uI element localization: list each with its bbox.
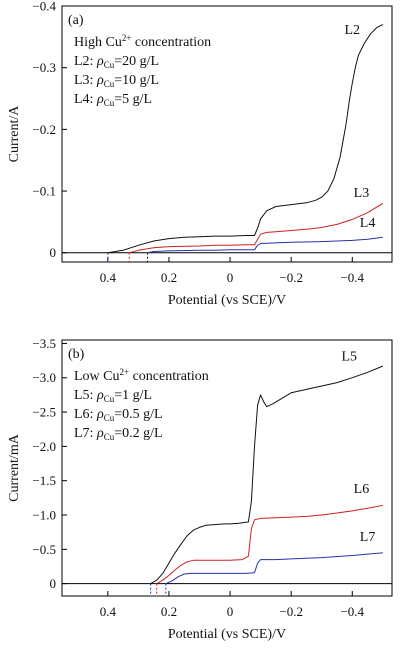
x-tick-label: −0.2: [279, 270, 303, 285]
x-tick-label: 0.4: [100, 270, 117, 285]
series-label-l2: L2: [344, 23, 360, 38]
y-tick-label: −1.0: [32, 508, 56, 523]
x-tick-label: −0.4: [340, 604, 364, 619]
series-line-l2: [107, 24, 384, 254]
legend-heading: Low Cu2+ concentration: [74, 367, 209, 384]
y-tick-label: −0.1: [32, 184, 56, 199]
panel-label: (a): [68, 13, 84, 28]
y-tick-label: 0: [50, 245, 57, 260]
series-label-l4: L4: [360, 216, 376, 231]
x-tick-label: 0.2: [161, 270, 177, 285]
series-label-l3: L3: [354, 186, 370, 201]
panel-1: 0.4 0.2 0 −0.2 −0.4 0 −0.1 −0.2 −0.3 −0.4 L2 L3 L4 (a…: [7, 0, 393, 308]
series-line-l7: [165, 552, 383, 585]
x-tick-label: −0.4: [340, 270, 364, 285]
legend-entry: L6: ρCu=0.5 g/L: [74, 407, 163, 423]
y-tick-label: −0.3: [32, 60, 56, 75]
x-tick-label: −0.2: [279, 604, 303, 619]
y-axis-label: Current/A: [7, 105, 22, 163]
y-tick-label: −2.0: [32, 439, 56, 454]
y-tick-label: −3.5: [32, 336, 56, 351]
series-label-l5: L5: [341, 350, 357, 365]
legend-entry: L5: ρCu=1 g/L: [74, 388, 152, 404]
x-tick-label: 0.2: [161, 604, 177, 619]
y-tick-label: −2.5: [32, 405, 56, 420]
x-axis-label: Potential (vs SCE)/V: [168, 293, 286, 308]
y-axis-label: Current/mA: [7, 433, 22, 502]
legend-heading: High Cu2+ concentration: [74, 33, 211, 50]
x-tick-label: 0.4: [100, 604, 117, 619]
series-line-l5: [150, 365, 383, 585]
legend-entry: L2: ρCu=20 g/L: [74, 54, 159, 70]
legend-entry: L7: ρCu=0.2 g/L: [74, 426, 163, 442]
series-line-l6: [156, 504, 383, 585]
y-tick-label: −0.2: [32, 122, 56, 137]
y-tick-label: −3.0: [32, 370, 56, 385]
series-line-l4: [147, 236, 383, 254]
x-axis-label: Potential (vs SCE)/V: [168, 627, 286, 642]
panel-label: (b): [68, 347, 85, 362]
legend-entry: L3: ρCu=10 g/L: [74, 73, 159, 89]
x-tick-label: 0: [227, 270, 234, 285]
series-label-l6: L6: [354, 482, 370, 497]
x-tick-label: 0: [227, 604, 234, 619]
y-tick-label: 0: [50, 576, 57, 591]
plot-frame: [61, 5, 393, 263]
series-line-l3: [129, 202, 384, 254]
legend-entry: L4: ρCu=5 g/L: [74, 92, 152, 108]
y-tick-label: −0.4: [32, 0, 56, 14]
plot-frame: [61, 339, 393, 597]
y-tick-label: −1.5: [32, 473, 56, 488]
y-tick-label: −0.5: [32, 542, 56, 557]
series-label-l7: L7: [360, 530, 376, 545]
panel-2: 0.4 0.2 0 −0.2 −0.4 0 −0.5 −1.0 −1.5 −2.0 −2.5 −3.0…: [7, 336, 393, 642]
